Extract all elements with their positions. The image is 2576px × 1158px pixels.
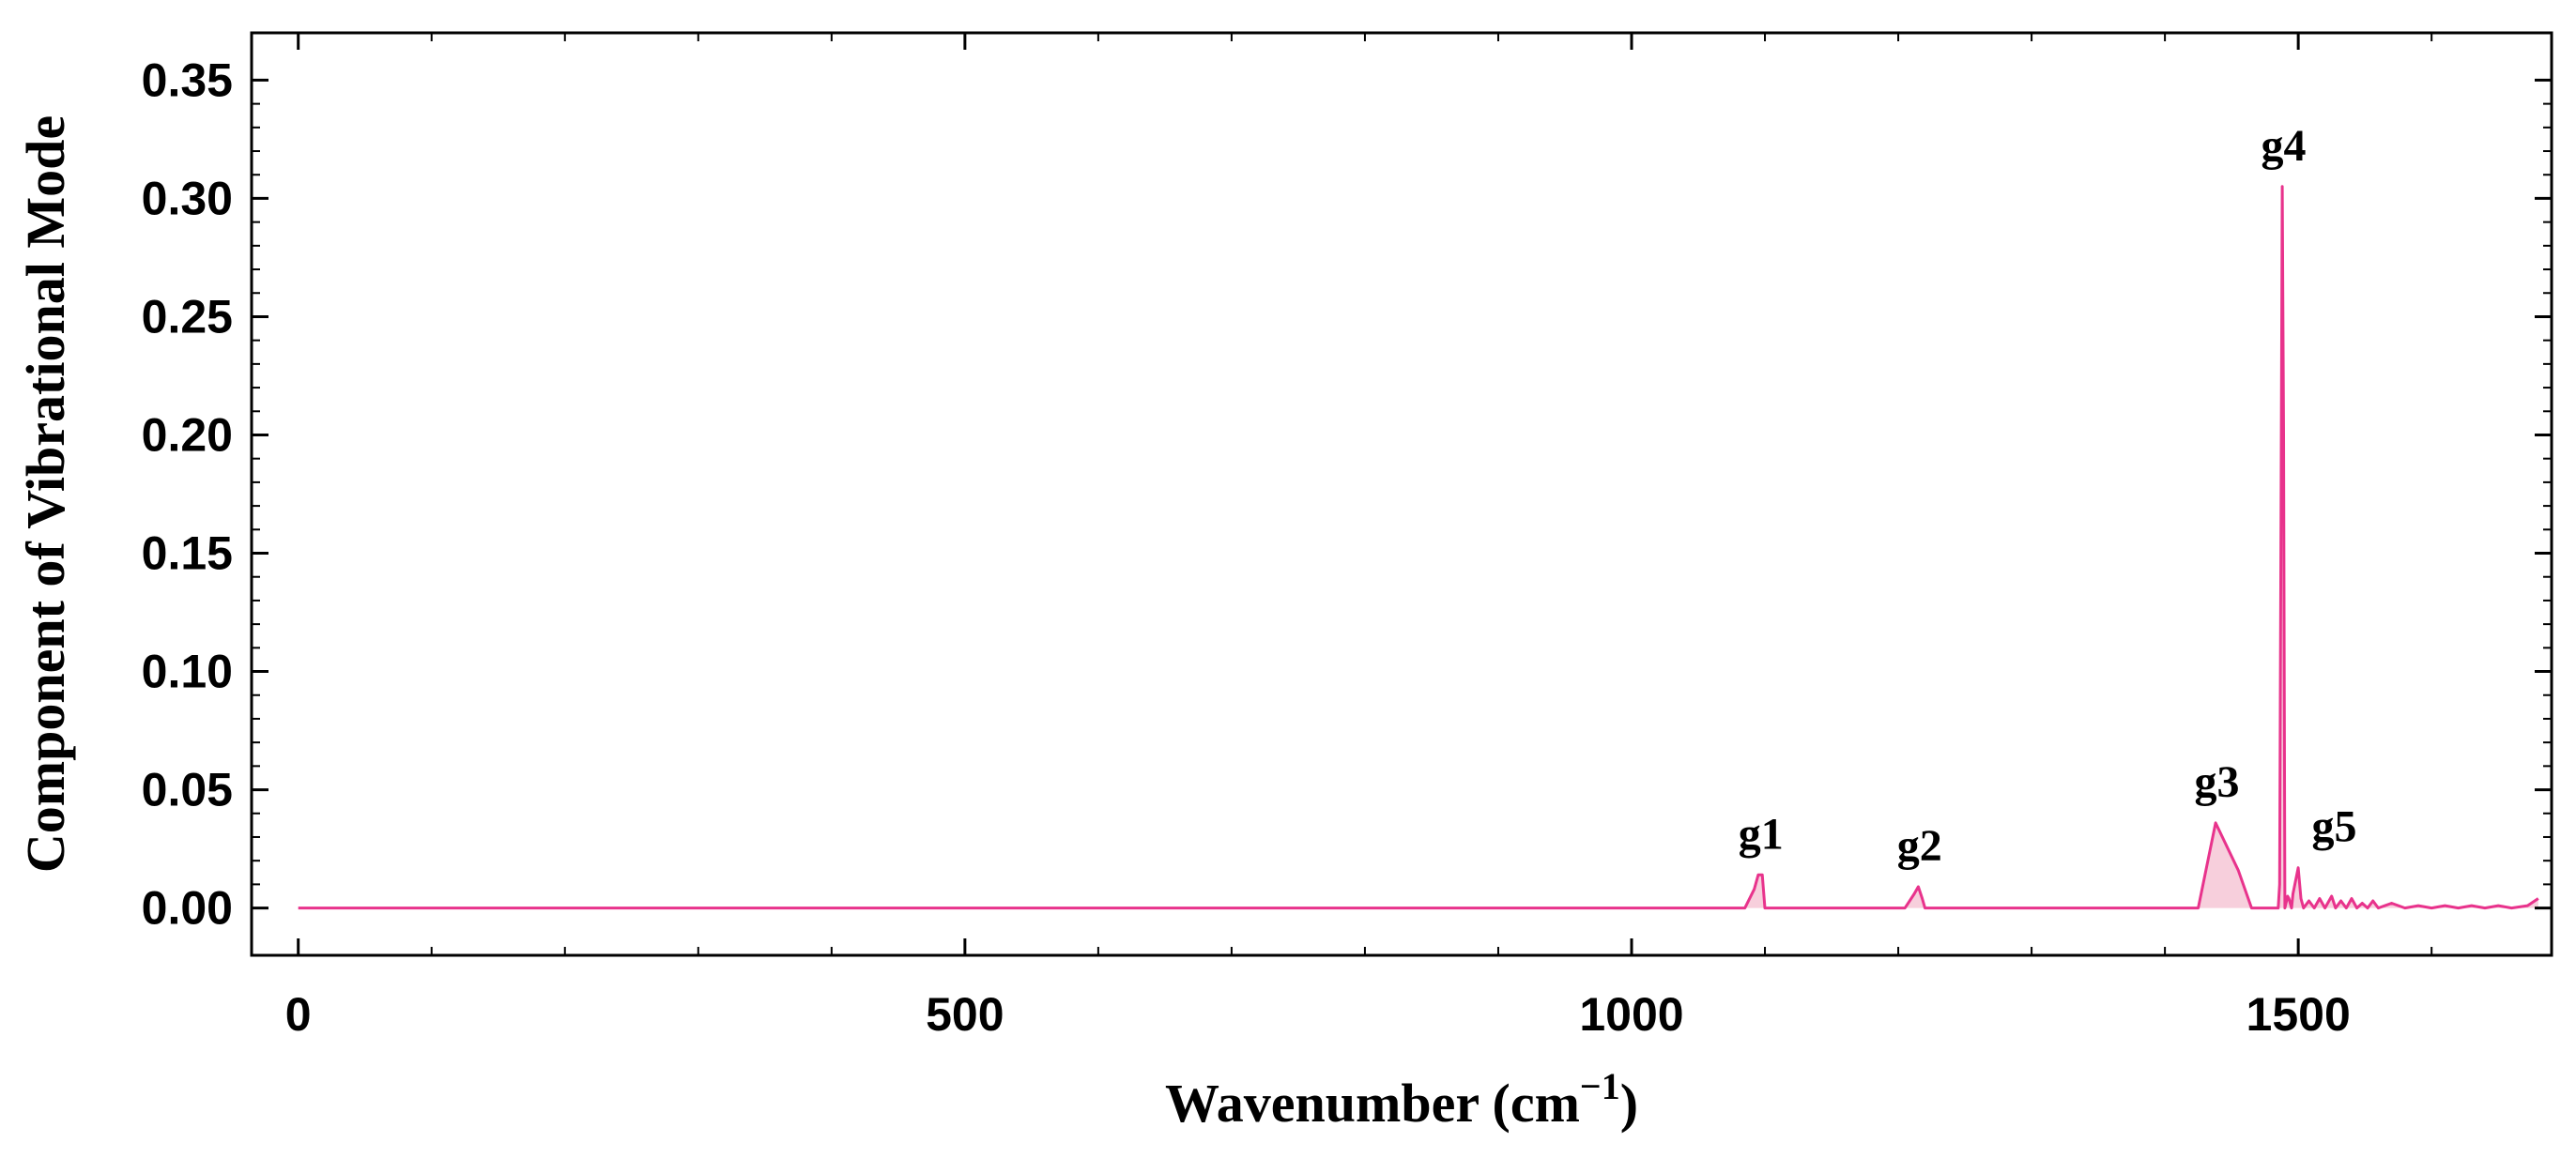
y-tick-label: 0.10 (142, 646, 233, 698)
peak-label-g2: g2 (1897, 821, 1942, 871)
y-tick-label: 0.35 (142, 53, 233, 106)
x-tick-label: 0 (285, 988, 312, 1041)
y-tick-label: 0.20 (142, 408, 233, 461)
y-tick-label: 0.30 (142, 172, 233, 224)
plot-content (298, 185, 2539, 910)
plot-frame (250, 31, 2553, 957)
series-line (298, 185, 2539, 910)
tick-marks (252, 33, 2552, 955)
x-axis-title-main: Wavenumber (cm (1165, 1073, 1580, 1134)
peak-label-g4: g4 (2262, 121, 2307, 171)
x-tick-label: 500 (926, 988, 1004, 1041)
y-tick-label: 0.00 (142, 882, 233, 935)
peak-label-g3: g3 (2195, 757, 2240, 807)
peak-label-g1: g1 (1739, 809, 1784, 859)
x-axis-title-close: ) (1620, 1073, 1638, 1134)
y-axis-title: Component of Vibrational Mode (15, 115, 76, 873)
peak-annotations: g1 g2 g3 g4 g5 (1739, 121, 2357, 871)
tick-labels: 0 500 1000 1500 0.00 0.05 0.10 0.15 0.20 0.25 0.30… (142, 53, 2351, 1041)
peak-label-g5: g5 (2311, 802, 2356, 852)
y-tick-label: 0.05 (142, 764, 233, 816)
x-tick-label: 1500 (2246, 988, 2351, 1041)
x-axis-title-superscript: −1 (1580, 1065, 1620, 1107)
x-tick-label: 1000 (1579, 988, 1683, 1041)
x-axis-title: Wavenumber (cm−1) (1165, 1065, 1638, 1134)
y-tick-label: 0.25 (142, 290, 233, 343)
y-tick-label: 0.15 (142, 527, 233, 580)
